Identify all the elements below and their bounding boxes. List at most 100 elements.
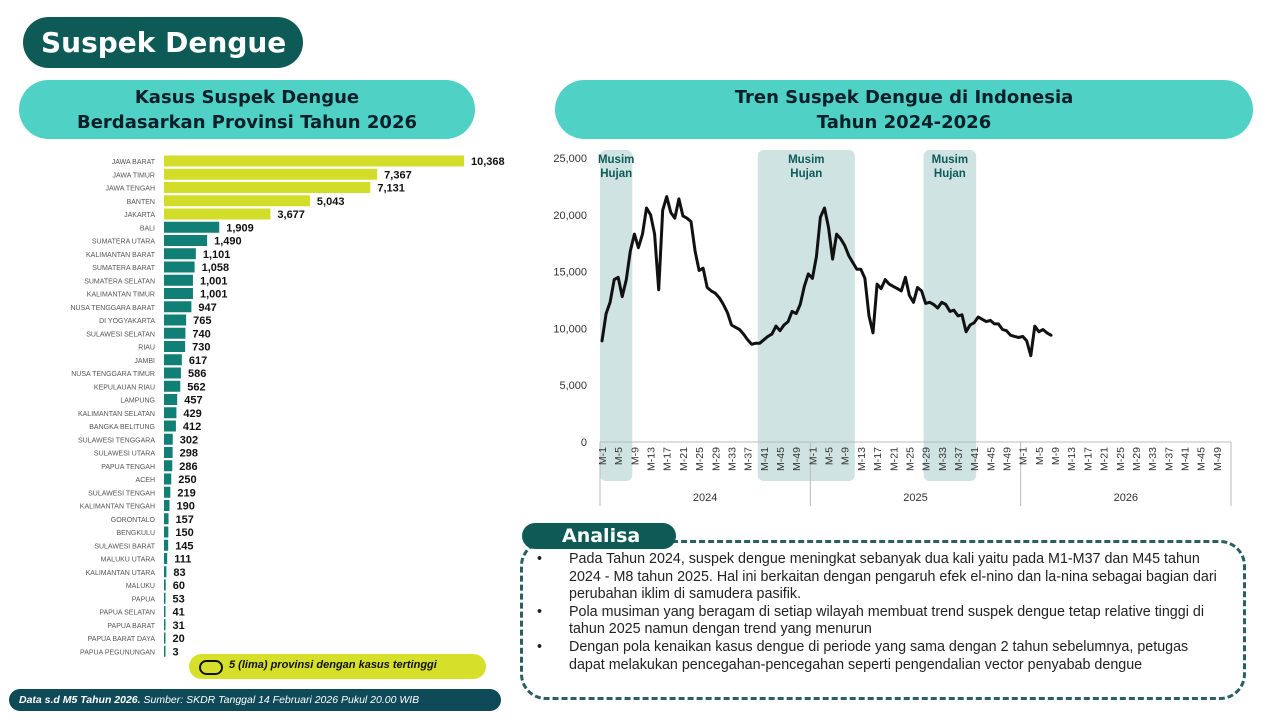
province-label: KALIMANTAN SELATAN — [78, 411, 155, 418]
bar-value-label: 302 — [180, 434, 198, 446]
x-tick-label: M-17 — [662, 447, 674, 471]
trend-chart-title-line1: Tren Suspek Dengue di Indonesia — [734, 86, 1074, 108]
x-tick-label: M-17 — [872, 447, 884, 471]
province-label: MALUKU — [126, 583, 155, 590]
bar-value-label: 219 — [177, 487, 195, 499]
analysis-point: Pada Tahun 2024, suspek dengue meningkat… — [531, 551, 1221, 604]
province-bar — [164, 645, 166, 657]
bar-value-label: 157 — [176, 514, 194, 526]
province-bar — [164, 553, 168, 564]
y-tick-label: 0 — [581, 437, 587, 449]
province-bar — [164, 235, 208, 246]
province-label: BANTEN — [127, 199, 155, 206]
x-tick-label: M-45 — [985, 447, 997, 471]
province-label: KALIMANTAN TIMUR — [87, 292, 155, 299]
bar-value-label: 31 — [173, 620, 185, 632]
rainy-season-band — [600, 150, 633, 481]
x-tick-label: M-45 — [775, 447, 787, 471]
province-label: NUSA TENGGARA BARAT — [70, 305, 155, 312]
x-tick-label: M-33 — [937, 447, 949, 471]
x-tick-label: M-21 — [1099, 447, 1111, 471]
province-bar — [164, 592, 166, 604]
bar-value-label: 53 — [173, 593, 185, 605]
bar-value-label: 7,131 — [377, 183, 405, 195]
y-tick-label: 5,000 — [559, 380, 587, 392]
province-bar — [164, 513, 169, 525]
x-tick-label: M-41 — [1179, 447, 1191, 471]
bar-value-label: 60 — [173, 580, 185, 592]
dengue-trend-line-chart: Musim Hujan Musim Hujan Musim Hujan 0 5,000 10,0… — [553, 150, 1232, 506]
province-bar — [164, 394, 178, 405]
year-label: 2025 — [903, 492, 927, 504]
x-tick-label: M-45 — [1196, 447, 1208, 471]
province-label: PAPUA TENGAH — [101, 464, 155, 471]
province-bar — [164, 168, 378, 180]
bar-value-label: 586 — [188, 368, 206, 380]
bar-value-label: 3,677 — [277, 209, 305, 221]
x-tick-label: M-29 — [710, 447, 722, 471]
season-label: Musim — [932, 154, 968, 166]
province-bar — [164, 566, 167, 578]
x-tick-label: M-13 — [1066, 447, 1078, 471]
bar-value-label: 1,001 — [200, 275, 228, 287]
x-tick-label: M-29 — [1131, 447, 1143, 471]
bar-value-label: 41 — [173, 607, 185, 619]
bar-value-label: 617 — [189, 355, 207, 367]
y-tick-label: 20,000 — [553, 210, 587, 222]
x-tick-label: M-9 — [1050, 447, 1062, 465]
province-bar — [164, 301, 192, 313]
x-tick-label: M-25 — [1115, 447, 1127, 471]
province-label: BALI — [140, 225, 155, 232]
province-label: JAMBI — [134, 358, 155, 365]
x-tick-label: M-13 — [646, 447, 658, 471]
province-bar — [164, 606, 166, 617]
bar-value-label: 947 — [198, 302, 216, 314]
province-label: PAPUA — [132, 596, 156, 603]
year-label: 2024 — [693, 492, 717, 504]
bar-value-label: 190 — [176, 501, 194, 513]
bar-value-label: 562 — [187, 381, 205, 393]
province-label: KALIMANTAN BARAT — [86, 252, 156, 259]
province-bar — [164, 261, 195, 273]
bar-value-label: 10,368 — [471, 156, 505, 168]
x-tick-label: M-49 — [1002, 447, 1014, 471]
y-tick-label: 10,000 — [553, 323, 587, 335]
bar-value-label: 5,043 — [317, 196, 345, 208]
bar-value-label: 250 — [178, 474, 196, 486]
x-tick-label: M-37 — [953, 447, 965, 471]
province-label: GORONTALO — [111, 517, 156, 524]
trend-line — [600, 195, 1053, 358]
province-chart-title-line1: Kasus Suspek Dengue — [134, 86, 360, 108]
x-tick-label: M-49 — [1212, 447, 1224, 471]
province-bar — [164, 380, 181, 392]
x-tick-label: M-29 — [921, 447, 933, 471]
x-tick-label: M-25 — [694, 447, 706, 471]
province-chart-title-line2: Berdasarkan Provinsi Tahun 2026 — [77, 111, 417, 133]
rainy-season-band — [923, 150, 977, 481]
x-tick-label: M-21 — [888, 447, 900, 471]
province-label: SUMATERA UTARA — [92, 239, 155, 246]
season-label: Musim — [788, 154, 824, 166]
footer-source: Sumber: SKDR Tanggal 14 Februari 2026 Pu… — [140, 694, 420, 706]
x-tick-label: M-17 — [1082, 447, 1094, 471]
province-bar — [164, 407, 177, 419]
page-title: Suspek Dengue — [23, 17, 303, 68]
province-label: BANGKA BELITUNG — [89, 424, 155, 431]
season-label: Hujan — [600, 168, 632, 180]
province-bar — [164, 433, 173, 445]
analysis-point: Pola musiman yang beragam di setiap wila… — [531, 604, 1221, 639]
analysis-list: Pada Tahun 2024, suspek dengue meningkat… — [531, 551, 1221, 674]
province-label: BENGKULU — [116, 530, 155, 537]
province-bar — [164, 579, 166, 591]
province-label: LAMPUNG — [120, 398, 155, 405]
data-source-footer: Data s.d M5 Tahun 2026. Sumber: SKDR Tan… — [9, 689, 501, 711]
province-label: JAWA BARAT — [112, 159, 156, 166]
bar-value-label: 150 — [175, 527, 193, 539]
x-tick-label: M-21 — [678, 447, 690, 471]
province-label: SULAWESI UTARA — [94, 451, 155, 458]
x-tick-label: M-33 — [1147, 447, 1159, 471]
x-tick-label: M-41 — [969, 447, 981, 471]
bar-value-label: 1,101 — [203, 249, 231, 261]
province-bar — [164, 367, 181, 379]
bar-value-label: 1,058 — [202, 262, 230, 274]
